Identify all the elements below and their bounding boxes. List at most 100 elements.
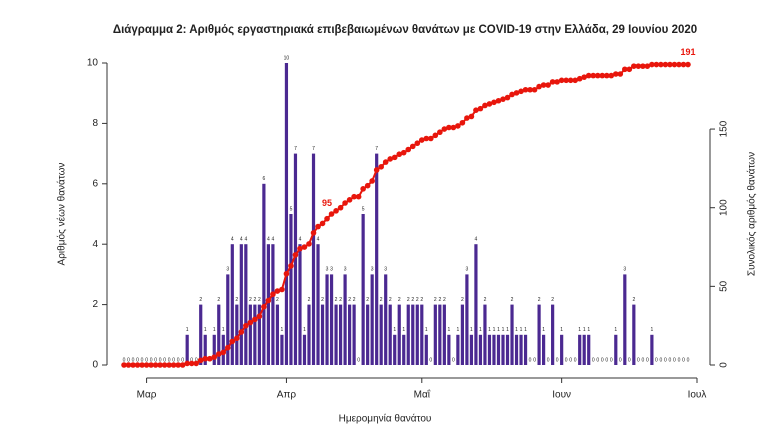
value-label: 1	[520, 327, 523, 333]
value-label: 3	[623, 267, 626, 273]
value-label: 1	[583, 327, 586, 333]
value-label: 1	[222, 327, 225, 333]
value-label: 0	[357, 357, 360, 363]
value-label: 2	[199, 297, 202, 303]
bar	[447, 334, 451, 365]
cumulative-point	[373, 167, 380, 173]
cumulative-point	[640, 63, 646, 69]
value-label: 1	[524, 327, 527, 333]
value-label: 1	[578, 327, 581, 333]
bar	[632, 304, 636, 365]
cumulative-point	[328, 211, 335, 217]
cumulative-point	[342, 200, 348, 206]
cumulative-point	[306, 241, 312, 247]
value-label: 2	[551, 297, 554, 303]
value-label: 0	[123, 357, 126, 363]
value-label: 1	[614, 327, 617, 333]
cumulative-point	[206, 355, 213, 362]
value-label: 4	[317, 237, 320, 243]
y2-tick-label: 150	[719, 120, 730, 137]
value-label: 0	[619, 357, 622, 363]
value-label: 2	[276, 297, 279, 303]
cumulative-point	[617, 71, 624, 77]
cumulative-point	[224, 344, 231, 351]
value-label: 10	[284, 55, 290, 61]
cumulative-point	[252, 316, 258, 323]
value-label: 0	[646, 357, 649, 363]
value-label: 0	[150, 357, 153, 363]
bar	[411, 304, 415, 365]
value-label: 2	[321, 297, 324, 303]
value-label: 6	[262, 176, 265, 182]
cumulative-point	[531, 86, 538, 93]
value-label: 0	[592, 357, 595, 363]
bar	[366, 304, 370, 365]
bar	[244, 244, 248, 365]
bar	[316, 244, 320, 365]
cumulative-point	[288, 263, 294, 269]
cumulative-point	[400, 149, 407, 156]
value-label: 0	[159, 357, 162, 363]
cumulative-point	[148, 362, 154, 368]
cumulative-point	[608, 72, 615, 79]
value-label: 0	[682, 357, 685, 363]
bar	[478, 334, 483, 365]
cumulative-point	[134, 362, 141, 368]
cumulative-point	[364, 182, 371, 189]
bar	[496, 334, 501, 365]
value-label: 3	[326, 267, 329, 273]
bar	[212, 334, 216, 365]
bar	[492, 334, 496, 365]
value-label: 1	[650, 327, 653, 333]
cumulative-point	[585, 72, 592, 79]
cumulative-point	[337, 204, 344, 211]
cumulative-point	[279, 286, 285, 293]
cumulative-point	[504, 94, 511, 101]
value-label: 3	[371, 267, 374, 273]
bar	[460, 304, 464, 365]
bar	[257, 304, 261, 365]
cumulative-point	[567, 77, 574, 84]
value-label: 3	[466, 267, 469, 273]
value-label: 0	[569, 357, 572, 363]
bar	[469, 334, 474, 365]
cumulative-point	[644, 63, 651, 69]
bar	[325, 274, 329, 365]
cumulative-point	[418, 137, 425, 143]
bar	[519, 334, 523, 365]
x-tick-label: Μαρ	[137, 390, 157, 401]
cumulative-point	[319, 220, 326, 227]
value-label: 3	[330, 267, 333, 273]
y2-tick-label: 0	[719, 362, 730, 368]
value-label: 1	[560, 327, 563, 333]
cumulative-point	[256, 313, 263, 320]
cumulative-point	[297, 245, 303, 252]
y-tick-label: 10	[87, 58, 99, 69]
chart-title: Διάγραμμα 2: Αριθμός εργαστηριακά επιβεβ…	[113, 24, 697, 36]
bar	[483, 304, 487, 365]
cumulative-point	[211, 354, 218, 360]
bar	[650, 334, 654, 365]
bar	[361, 214, 365, 365]
cumulative-point	[631, 63, 637, 69]
cumulative-point	[468, 113, 475, 120]
bar	[235, 304, 239, 365]
cumulative-point	[387, 156, 394, 162]
value-label: 2	[443, 297, 446, 303]
value-label: 1	[204, 327, 207, 333]
cumulative-point	[274, 288, 281, 294]
value-label: 0	[141, 357, 144, 363]
cumulative-point	[346, 197, 353, 203]
value-label: 4	[231, 237, 234, 243]
cumulative-point	[301, 244, 308, 250]
value-label: 0	[529, 357, 532, 363]
y-tick-label: 4	[92, 239, 98, 250]
bar	[217, 304, 221, 365]
bar	[226, 274, 230, 365]
bar	[248, 304, 252, 365]
y2-tick-label: 50	[719, 280, 730, 292]
bar	[266, 244, 270, 365]
bar	[397, 304, 401, 365]
value-label: 1	[303, 327, 306, 333]
cumulative-point	[409, 143, 416, 150]
